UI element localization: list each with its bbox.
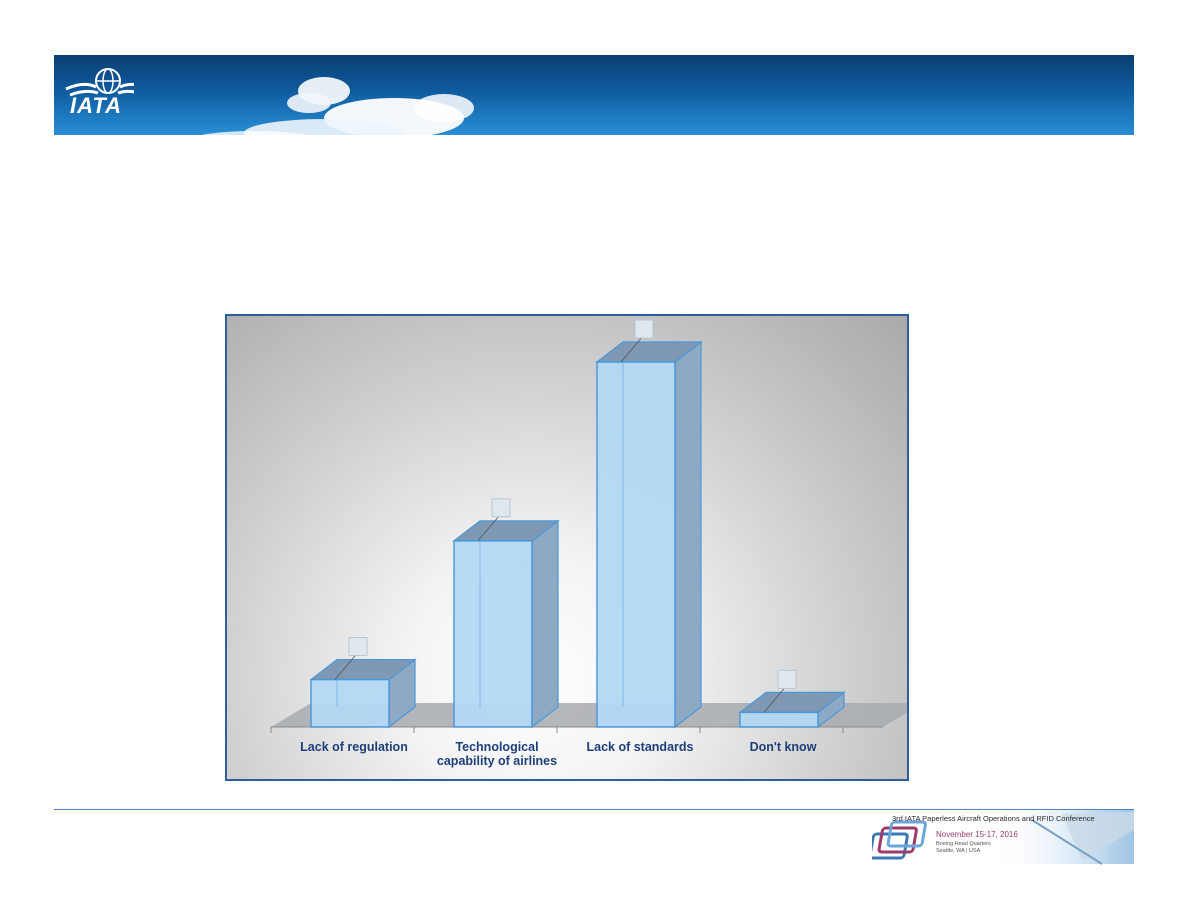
- conference-graphic: [868, 810, 1134, 865]
- data-label-leader: [620, 335, 644, 363]
- x-tick-label: Lack of regulation: [300, 740, 408, 754]
- iata-logo-text: IATA: [70, 93, 123, 118]
- data-label-box: [777, 669, 797, 689]
- bar: [453, 540, 533, 728]
- bar-chart: Lack of regulation Technological capabilit…: [270, 319, 907, 768]
- bar: [310, 678, 390, 728]
- data-label-box: [491, 498, 511, 518]
- conference-title: 3rd IATA Paperless Aircraft Operations a…: [892, 814, 1095, 823]
- data-label-box: [634, 319, 654, 339]
- data-label-box: [348, 637, 368, 657]
- chart-panel: Lack of regulation Technological capabilit…: [225, 314, 909, 781]
- cloud-graphic: [202, 77, 474, 135]
- bar-side: [674, 340, 702, 729]
- data-label-leader: [477, 514, 501, 542]
- conference-badge: 3rd IATA Paperless Aircraft Operations a…: [868, 810, 1134, 866]
- conference-venue: Boeing Head Quarters: [936, 841, 991, 847]
- x-tick-label: Technological capability of airlines: [437, 740, 557, 768]
- bar-side: [531, 519, 559, 729]
- x-tick-label: Lack of standards: [587, 740, 694, 754]
- iata-globe-icon: [65, 68, 134, 97]
- footer-divider: [54, 809, 1134, 810]
- header-banner: IATA: [54, 55, 1134, 135]
- bar: [596, 361, 676, 728]
- x-tick-label: Don't know: [750, 740, 817, 754]
- bar: [739, 711, 819, 728]
- conference-date: November 15-17, 2016: [936, 830, 1018, 839]
- data-label-leader: [334, 653, 358, 680]
- data-label-leader: [763, 686, 787, 713]
- conference-location: Seattle, WA | USA: [936, 848, 981, 854]
